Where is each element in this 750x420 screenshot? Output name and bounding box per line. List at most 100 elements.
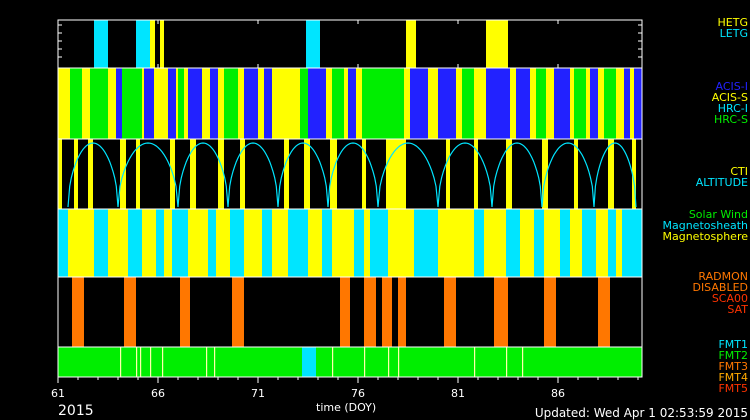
format-tick bbox=[136, 347, 138, 377]
legend-grating: HETG LETG bbox=[718, 17, 748, 39]
legend-item: FMT5 bbox=[718, 382, 748, 395]
legend-item: FMT4 bbox=[718, 371, 748, 384]
instrument-segment bbox=[90, 68, 108, 139]
radiation-segment bbox=[494, 277, 508, 347]
instrument-segment bbox=[122, 68, 142, 139]
environment-segment bbox=[534, 209, 544, 277]
altitude-curve bbox=[67, 142, 637, 208]
legend-item: LETG bbox=[719, 27, 748, 40]
radiation-segment bbox=[72, 277, 84, 347]
radiation-segment bbox=[398, 277, 406, 347]
cti-segment bbox=[608, 139, 614, 209]
instrument-segment bbox=[624, 68, 630, 139]
instrument-segment bbox=[188, 68, 202, 139]
legend-item: CTI bbox=[730, 165, 748, 178]
environment-segment bbox=[58, 209, 68, 277]
radiation-segment bbox=[598, 277, 610, 347]
environment-segment bbox=[608, 209, 616, 277]
format-tick bbox=[332, 347, 334, 377]
year-label: 2015 bbox=[58, 403, 94, 419]
instrument-segment bbox=[300, 68, 308, 139]
cti-segment bbox=[218, 139, 224, 209]
x-tick-label: 81 bbox=[451, 387, 465, 400]
legend-item: HRC-S bbox=[714, 113, 748, 126]
cti-segment bbox=[240, 139, 245, 209]
instrument-segment bbox=[70, 68, 82, 139]
legend-instrument: ACIS-I ACIS-S HRC-I HRC-S bbox=[712, 81, 748, 125]
instrument-segment bbox=[178, 68, 184, 139]
radiation-segment bbox=[382, 277, 392, 347]
grating-segment bbox=[150, 20, 155, 68]
format-frame bbox=[57, 346, 643, 378]
cti-segment bbox=[542, 139, 548, 209]
format-tick bbox=[214, 347, 216, 377]
instrument-segment bbox=[486, 68, 510, 139]
instrument-segment bbox=[210, 68, 218, 139]
environment-segment bbox=[172, 209, 188, 277]
grating-segment bbox=[136, 20, 150, 68]
format-tick bbox=[398, 347, 400, 377]
environment-segment bbox=[230, 209, 244, 277]
environment-segment bbox=[94, 209, 108, 277]
instrument-segment bbox=[516, 68, 530, 139]
cti-segment bbox=[88, 139, 93, 209]
legend-altitude: CTI ALTITUDE bbox=[696, 166, 748, 188]
instrument-segment bbox=[168, 68, 176, 139]
grating-segment bbox=[94, 20, 108, 68]
updated-timestamp: Updated: Wed Apr 1 02:53:59 2015 bbox=[534, 406, 748, 420]
format-tick bbox=[388, 347, 390, 377]
environment-segment bbox=[288, 209, 308, 277]
radiation-segment bbox=[544, 277, 556, 347]
x-axis-label: time (DOY) bbox=[316, 401, 377, 414]
legend-item: ALTITUDE bbox=[695, 176, 748, 189]
legend-item: HETG bbox=[717, 16, 748, 29]
instrument-segment bbox=[332, 68, 344, 139]
environment-segment bbox=[322, 209, 332, 277]
environment-segment bbox=[354, 209, 364, 277]
instrument-segment bbox=[264, 68, 272, 139]
instrument-segment bbox=[244, 68, 258, 139]
cti-segment bbox=[574, 139, 578, 209]
radiation-segment bbox=[444, 277, 456, 347]
instrument-segment bbox=[362, 68, 404, 139]
cti-segment bbox=[190, 139, 196, 209]
environment-segment bbox=[262, 209, 272, 277]
legend-format: FMT1 FMT2 FMT3 FMT4 FMT5 bbox=[718, 339, 748, 394]
environment-segment bbox=[414, 209, 438, 277]
x-tick-label: 71 bbox=[251, 387, 265, 400]
format-tick bbox=[364, 347, 366, 377]
altitude-background bbox=[58, 139, 642, 209]
instrument-segment bbox=[348, 68, 356, 139]
cti-segment bbox=[474, 139, 478, 209]
radiation-segment bbox=[364, 277, 376, 347]
instrument-segment bbox=[536, 68, 546, 139]
environment-background bbox=[58, 209, 642, 277]
instrument-segment bbox=[590, 68, 598, 139]
legend-item: RADMON bbox=[698, 270, 748, 283]
radiation-segment bbox=[340, 277, 350, 347]
environment-segment bbox=[128, 209, 142, 277]
environment-segment bbox=[622, 209, 642, 277]
format-tick bbox=[206, 347, 208, 377]
format-tick bbox=[506, 347, 508, 377]
x-tick-label: 61 bbox=[51, 387, 65, 400]
environment-segment bbox=[474, 209, 484, 277]
cti-segment bbox=[58, 139, 62, 209]
instrument-segment bbox=[144, 68, 154, 139]
legend-item: SAT bbox=[727, 303, 748, 316]
grating-background bbox=[58, 20, 642, 68]
cti-segment bbox=[284, 139, 289, 209]
legend-radiation: RADMON DISABLED SCA00 SAT bbox=[692, 271, 748, 315]
legend-environment: Solar Wind Magnetosheath Magnetosphere bbox=[663, 209, 749, 242]
cti-segment bbox=[632, 139, 636, 209]
legend-item: Magnetosphere bbox=[662, 230, 749, 243]
radiation-segment bbox=[180, 277, 190, 347]
instrument-segment bbox=[308, 68, 326, 139]
format-background bbox=[58, 347, 642, 377]
format-tick bbox=[474, 347, 476, 377]
legend-item: ACIS-I bbox=[715, 80, 748, 93]
legend-item: FMT3 bbox=[718, 360, 748, 373]
environment-segment bbox=[208, 209, 216, 277]
cti-segment bbox=[446, 139, 450, 209]
